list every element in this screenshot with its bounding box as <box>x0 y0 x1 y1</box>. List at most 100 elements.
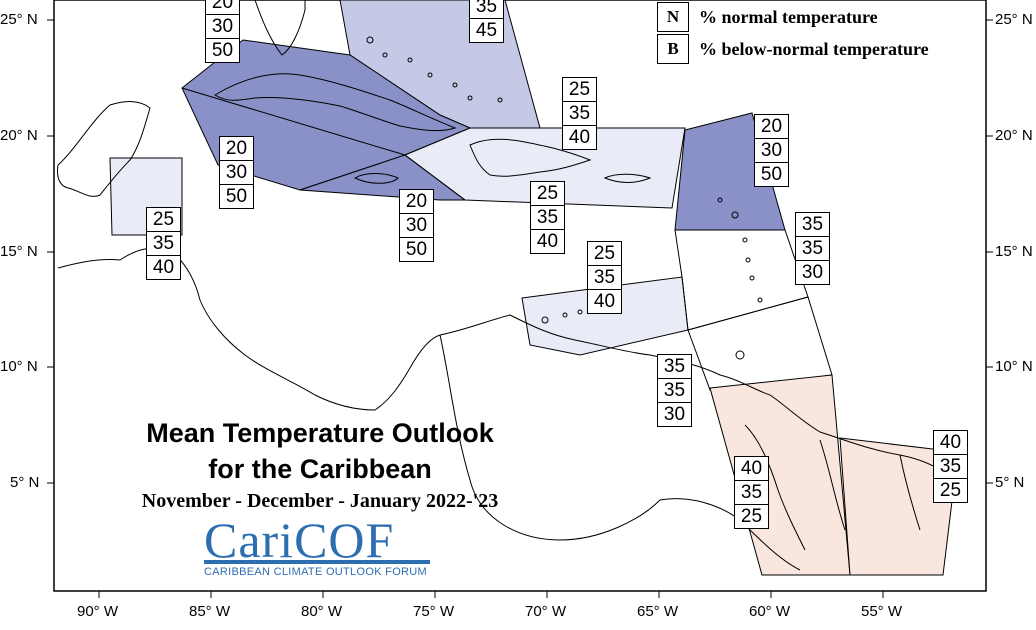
jamaica-coast <box>353 173 399 184</box>
legend-label-below: % below-normal temperature <box>699 38 929 59</box>
prob-value: 45 <box>470 18 503 42</box>
x-tick-label-65w: 65° W <box>637 603 679 620</box>
central-america-coast <box>57 247 441 411</box>
y-tick-label-left-5n: 5° N <box>10 474 40 491</box>
prob-value: 30 <box>400 213 433 237</box>
y-tick-label-left-10n: 10° N <box>0 358 38 375</box>
x-tick-label-55w: 55° W <box>861 603 903 620</box>
prob-value: 50 <box>206 38 239 62</box>
prob-value: 25 <box>152 209 175 230</box>
prob-value: 35 <box>658 378 691 402</box>
guyana-interior <box>744 424 921 551</box>
yucatan-coast <box>57 101 151 197</box>
cuba-coast <box>214 73 457 132</box>
prob-value: 25 <box>536 183 559 204</box>
prob-value: 50 <box>755 162 788 186</box>
south-america-north-coast <box>439 314 961 491</box>
prob-value: 35 <box>735 480 768 504</box>
prob-value: 40 <box>563 125 596 149</box>
prob-value: 35 <box>934 454 967 478</box>
caricof-logo-underline <box>204 560 430 564</box>
prob-value: 20 <box>760 116 783 137</box>
y-tick-label-left-25n: 25° N <box>0 11 38 28</box>
caricof-logo: CariCOF <box>204 512 395 568</box>
prob-value: 25 <box>735 504 768 528</box>
ticks <box>47 19 993 598</box>
caricof-tagline: CARIBBEAN CLIMATE OUTLOOK FORUM <box>204 566 428 578</box>
prob-box-cuba-south: 20 30 50 <box>219 136 254 209</box>
y-tick-label-right-25n: 25° N <box>995 11 1033 28</box>
prob-value: 30 <box>755 138 788 162</box>
x-tick-label-75w: 75° W <box>413 603 455 620</box>
zone-line-2 <box>404 154 466 201</box>
map-border <box>53 0 987 592</box>
zone-french-guiana <box>839 437 959 576</box>
prob-value: 50 <box>400 237 433 261</box>
prob-value: 35 <box>588 265 621 289</box>
prob-value: 35 <box>796 236 829 260</box>
prob-value: 40 <box>939 432 962 453</box>
prob-box-guyana: 40 35 25 <box>734 456 769 529</box>
x-tick-label-85w: 85° W <box>189 603 231 620</box>
zone-abc <box>521 276 689 356</box>
prob-box-belize: 25 35 40 <box>146 207 181 280</box>
prob-box-hispaniola-north: 25 35 40 <box>562 77 597 150</box>
small-islands <box>366 36 763 360</box>
prob-value: 30 <box>206 14 239 38</box>
prob-value: 40 <box>740 458 763 479</box>
y-tick-label-right-20n: 20° N <box>995 127 1033 144</box>
prob-value: 20 <box>405 191 428 212</box>
prob-box-windward: 35 35 30 <box>795 212 830 285</box>
prob-value: 50 <box>220 184 253 208</box>
map-subtitle: November - December - January 2022-'23 <box>141 490 499 512</box>
prob-box-trinidad: 35 35 30 <box>657 354 692 427</box>
prob-value: 25 <box>593 243 616 264</box>
legend-label-normal: % normal temperature <box>699 6 878 27</box>
zone-line-1 <box>181 87 406 156</box>
prob-value: 25 <box>934 478 967 502</box>
prob-box-french-guiana: 40 35 25 <box>933 430 968 503</box>
prob-value: 35 <box>663 356 686 377</box>
legend-key-b: B <box>657 34 689 64</box>
prob-value: 20 <box>211 0 234 13</box>
prob-value: 30 <box>220 160 253 184</box>
y-tick-label-left-20n: 20° N <box>0 127 38 144</box>
x-tick-label-80w: 80° W <box>301 603 343 620</box>
prob-value: 40 <box>588 289 621 313</box>
florida-coast <box>254 0 306 56</box>
prob-box-abc: 25 35 40 <box>587 241 622 314</box>
prob-value: 30 <box>658 402 691 426</box>
x-tick-label-70w: 70° W <box>525 603 567 620</box>
prob-value: 35 <box>475 0 498 17</box>
prob-value: 35 <box>801 214 824 235</box>
prob-box-jamaica: 20 30 50 <box>399 189 434 262</box>
prob-value: 25 <box>568 79 591 100</box>
legend-normal: N % normal temperature <box>657 2 878 32</box>
legend-below: B % below-normal temperature <box>657 34 929 64</box>
prob-box-leeward: 20 30 50 <box>754 114 789 187</box>
prob-box-hispaniola-south: 25 35 40 <box>530 181 565 254</box>
y-tick-label-right-15n: 15° N <box>995 243 1033 260</box>
legend-key-n: N <box>657 2 689 32</box>
prob-value: 20 <box>225 138 248 159</box>
prob-value: 30 <box>796 260 829 284</box>
prob-value: 35 <box>147 231 180 255</box>
zone-trinidad <box>687 296 833 391</box>
x-tick-label-60w: 60° W <box>749 603 791 620</box>
map-title-line1: Mean Temperature Outlook <box>146 418 494 448</box>
x-tick-label-90w: 90° W <box>77 603 119 620</box>
hispaniola-coast <box>469 138 592 177</box>
y-tick-label-right-10n: 10° N <box>995 358 1033 375</box>
prob-value: 40 <box>147 255 180 279</box>
prob-box-cuba-north: 20 30 50 <box>205 0 240 63</box>
prob-value: 35 <box>563 101 596 125</box>
prob-value: 35 <box>531 205 564 229</box>
map-title-line2: for the Caribbean <box>208 454 432 484</box>
prob-box-bahamas: 35 45 <box>469 0 504 43</box>
y-tick-label-right-5n: 5° N <box>995 474 1025 491</box>
zone-guyana <box>709 374 851 576</box>
prob-value: 40 <box>531 229 564 253</box>
puerto-rico-coast <box>603 173 652 183</box>
y-tick-label-left-15n: 15° N <box>0 243 38 260</box>
